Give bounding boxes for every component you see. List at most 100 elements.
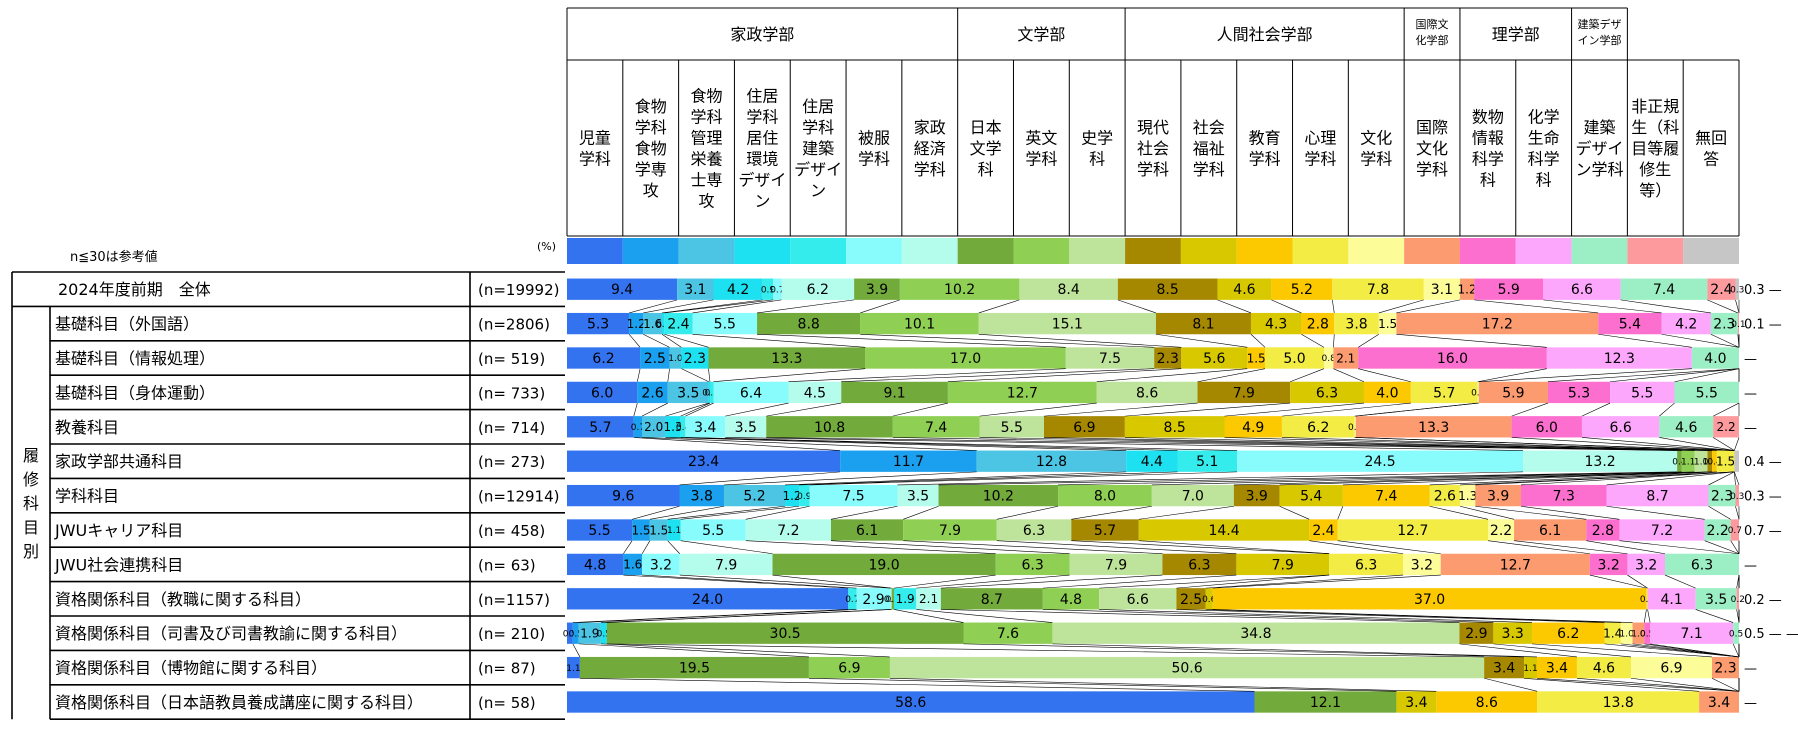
data-label: 5.3 [587,317,609,333]
bar-segment [1704,519,1731,541]
bar-segment [1197,381,1291,404]
residual-value-mark: — [1744,386,1757,401]
bar-segment [1521,484,1607,507]
series-connector [661,334,682,348]
data-label: 3.2 [650,557,672,573]
series-connector [725,402,789,417]
series-connector [632,505,680,520]
series-connector [1117,299,1157,314]
series-connector [860,299,900,314]
bar-segment [567,381,638,404]
data-label: 10.2 [944,282,975,298]
bar-segment [890,588,892,610]
data-label: 2.9 [862,592,884,608]
bar-segment [1117,278,1218,300]
series-connector [708,368,711,382]
bar-segment [1710,312,1738,335]
data-label: 14.4 [1208,523,1239,539]
bar-segment [637,381,668,404]
series-connector [661,299,763,314]
data-label: 1.1 [667,526,681,536]
data-label: 6.0 [1536,420,1558,436]
series-connector [643,333,670,348]
data-label: 8.5 [1164,420,1186,436]
sample-note: n≦30は参考値 [70,249,158,265]
series-connector [725,437,1524,451]
data-label: 2.9 [1465,626,1487,642]
series-connector [1333,334,1335,348]
series-connector [680,402,711,417]
series-connector [1606,505,1705,520]
bar-segment [1177,450,1238,472]
series-connector [1630,677,1740,692]
series-connector [1281,402,1411,417]
residual-value-mark: 0.4 — [1744,455,1782,470]
series-connector [788,368,1066,383]
bar-segment [889,656,1485,679]
bar-segment [1694,450,1708,472]
bar-segment [1589,553,1628,576]
bar-segment [772,553,996,576]
bar-segment [1659,416,1714,438]
data-label: 24.0 [692,592,723,608]
data-label: 0.1 [1640,595,1654,605]
group-header-label: 国際文 [1416,17,1449,31]
series-connector [681,368,709,383]
data-label: 6.3 [1188,557,1210,573]
data-label: 5.3 [1568,385,1590,401]
series-connector [979,402,1097,417]
data-label: 7.4 [925,420,947,436]
data-label: 2.0 [644,420,663,434]
bar-segment [1736,588,1739,610]
bar-segment [799,484,810,507]
legend-swatch [1627,238,1684,264]
category-label: 住居学科居住環境デザイン [738,87,786,211]
legend-swatch [622,238,679,264]
series-connector [1707,299,1738,314]
series-connector [1581,402,1611,417]
series-connector [1620,299,1711,314]
data-label: 5.9 [1502,385,1524,401]
data-label: 3.4 [1493,661,1515,677]
series-connector [903,540,1163,555]
bar-segment [841,381,948,404]
bar-segment [1630,656,1712,679]
bar-segment [1632,622,1645,644]
bar-segment [1537,691,1700,713]
data-label: 1.2 [1458,283,1477,297]
legend-swatch [1180,238,1237,264]
series-connector [1124,437,1713,451]
data-label: 5.5 [588,523,610,539]
data-label: 13.3 [1418,420,1449,436]
data-label: 4.2 [1675,317,1697,333]
bar-segment [1576,656,1631,679]
data-label: 5.2 [743,489,765,505]
legend-swatch [678,238,735,264]
series-connector [600,643,890,658]
data-label: 3.2 [1411,557,1433,573]
residual-value-mark: 0.5 — — [1744,627,1798,642]
row-n-label: (n= 58) [478,694,536,712]
series-connector [1396,333,1547,348]
bar-segment [1065,347,1155,369]
bar-segment [1523,450,1678,472]
row-n-label: (n=1157) [478,591,550,609]
data-label: 7.1 [1680,626,1702,642]
data-label: 1.6 [643,317,662,331]
data-label: 12.8 [1036,454,1067,470]
series-connector [1355,437,1735,451]
bar-segment [1708,484,1736,507]
series-connector [1250,334,1266,348]
data-label: 3.4 [1708,695,1730,711]
series-connector [1576,677,1740,692]
series-connector [1459,505,1515,520]
series-connector [979,437,1695,451]
residual-value-mark: 0.3 — [1744,490,1782,505]
series-connector [799,471,1178,486]
row-label: 資格関係科目（博物館に関する科目） [55,659,327,678]
data-label: 6.1 [1539,523,1561,539]
bar-segment [773,278,782,300]
bar-segment [1436,691,1538,713]
bar-segment [1138,519,1310,541]
data-label: 15.1 [1052,317,1083,333]
